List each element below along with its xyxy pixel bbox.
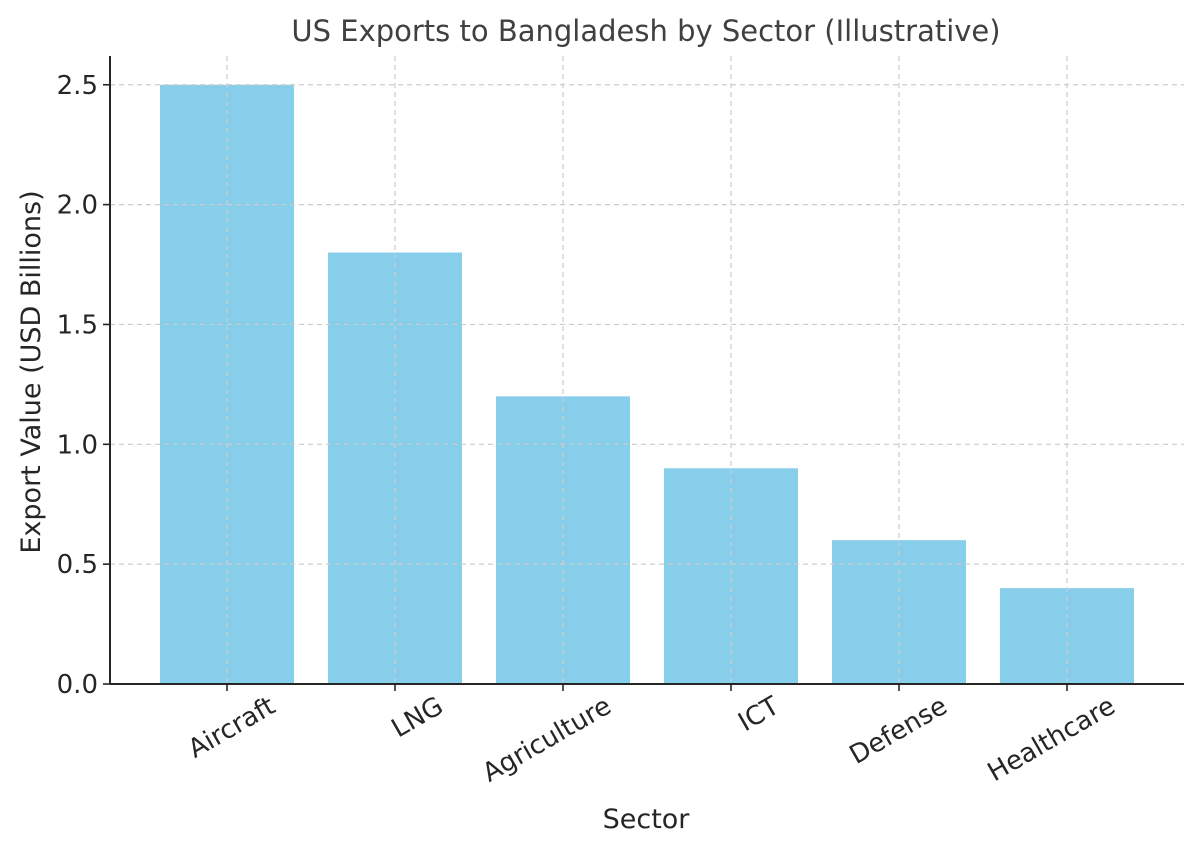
y-tick-label: 1.5 xyxy=(57,310,98,340)
x-axis-ticks: Aircraft LNG Agriculture ICT Defense Healthca… xyxy=(183,684,1121,789)
y-tick-label: 2.0 xyxy=(57,191,98,221)
x-tick-label: ICT xyxy=(733,691,784,738)
bar-agriculture xyxy=(496,396,630,684)
y-tick-label: 0.0 xyxy=(57,670,98,700)
bar-lng xyxy=(328,252,462,684)
x-axis-label: Sector xyxy=(603,804,691,835)
y-axis-label: Export Value (USD Billions) xyxy=(16,190,47,553)
chart-title: US Exports to Bangladesh by Sector (Illu… xyxy=(291,14,1000,48)
x-tick-label: LNG xyxy=(387,691,449,744)
x-tick-label: Aircraft xyxy=(183,691,280,764)
bar-ict xyxy=(664,468,798,684)
bars xyxy=(160,84,1134,684)
x-tick-label: Healthcare xyxy=(983,691,1121,788)
y-tick-label: 2.5 xyxy=(57,71,98,101)
axes xyxy=(109,56,1184,685)
x-tick-label: Agriculture xyxy=(478,691,617,788)
y-tick-label: 1.0 xyxy=(57,430,98,460)
y-tick-label: 0.5 xyxy=(57,550,98,580)
y-axis-ticks: 0.0 0.5 1.0 1.5 2.0 2.5 xyxy=(57,71,110,700)
x-tick-label: Defense xyxy=(845,691,953,771)
